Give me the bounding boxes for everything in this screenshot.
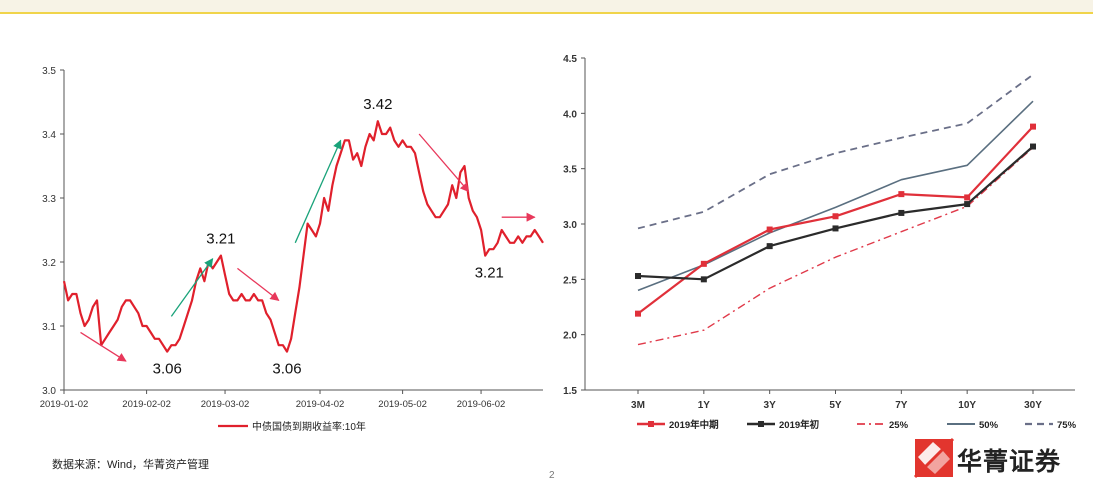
yield-10y-chart: 3.0 3.1 3.2 3.3 3.4 3.5 2019-01-02 2019-02-02 20…	[40, 66, 544, 433]
x-tick-label: 3M	[631, 400, 645, 411]
x-tick-label: 2019-02-02	[122, 399, 171, 410]
legend-label: 75%	[1057, 420, 1077, 431]
y-tick-label: 3.1	[42, 322, 56, 333]
data-point	[700, 260, 707, 267]
series-line-10y	[62, 120, 544, 353]
x-tick-label: 5Y	[829, 400, 842, 411]
y-tick-label: 3.5	[563, 165, 577, 176]
y-tick-label: 3.2	[42, 258, 56, 269]
series-line-4	[637, 100, 1034, 292]
data-point	[832, 225, 839, 232]
x-tick-label: 3Y	[764, 400, 777, 411]
brand-logo: 华菁证券	[913, 437, 1063, 479]
data-point	[635, 310, 641, 317]
data-label: 3.42	[363, 96, 392, 113]
data-point	[964, 201, 971, 208]
data-label: 3.21	[475, 265, 504, 282]
y-tick-label: 3.0	[563, 220, 577, 231]
x-tick-label: 2019-03-02	[201, 399, 250, 410]
x-tick-label: 30Y	[1024, 400, 1042, 411]
page-number: 2	[549, 470, 555, 481]
header-band	[0, 0, 1093, 12]
trend-arrow	[170, 258, 214, 317]
y-tick-label: 2.0	[563, 331, 577, 342]
data-point	[700, 276, 707, 283]
data-label: 3.06	[153, 361, 182, 378]
yield-curve-chart: 1.5 2.0 2.5 3.0 3.5 4.0 4.5 3M 1Y 3Y 5Y 7Y 10Y 30Y 201…	[563, 54, 1077, 431]
series-line-5	[637, 73, 1034, 230]
x-tick-label: 7Y	[895, 400, 908, 411]
trend-arrow	[80, 331, 127, 362]
y-tick-label: 3.3	[42, 194, 56, 205]
legend-label: 2019年初	[779, 419, 819, 431]
series-line-3	[637, 147, 1034, 346]
x-tick-label: 1Y	[698, 400, 711, 411]
source-note: 数据来源：Wind，华菁资产管理	[52, 459, 210, 471]
x-tick-label: 2019-01-02	[40, 399, 89, 410]
data-point	[832, 213, 839, 220]
logo-text: 华菁证券	[957, 448, 1062, 476]
y-tick-label: 3.0	[42, 386, 56, 397]
series-line-1	[637, 125, 1034, 315]
y-tick-label: 4.0	[563, 109, 577, 120]
data-point	[766, 243, 773, 250]
x-tick-label: 2019-04-02	[296, 399, 345, 410]
x-tick-label: 10Y	[958, 400, 976, 411]
data-label: 3.06	[272, 361, 301, 378]
data-point	[766, 226, 773, 233]
y-tick-label: 3.5	[42, 66, 56, 77]
data-point	[898, 209, 905, 216]
legend-label: 50%	[979, 420, 999, 431]
trend-arrow	[294, 139, 342, 244]
trend-arrow	[237, 267, 280, 301]
x-tick-label: 2019-06-02	[457, 399, 506, 410]
data-point	[635, 273, 641, 280]
legend-label: 25%	[889, 420, 909, 431]
data-point	[1030, 123, 1036, 130]
y-tick-label: 2.5	[563, 275, 577, 286]
logo-mark-icon	[913, 437, 955, 479]
legend-label: 中债国债到期收益率:10年	[252, 420, 366, 433]
y-tick-label: 4.5	[563, 54, 577, 65]
header-rule	[0, 12, 1093, 14]
legend-marker	[648, 421, 654, 427]
legend-marker	[758, 421, 764, 427]
x-tick-label: 2019-05-02	[378, 399, 427, 410]
data-point	[898, 191, 905, 198]
legend-label: 2019年中期	[669, 419, 719, 431]
y-tick-label: 1.5	[563, 386, 577, 397]
data-point	[964, 194, 971, 201]
trend-arrow	[418, 133, 470, 193]
data-point	[1030, 143, 1036, 150]
y-tick-label: 3.4	[42, 130, 56, 141]
data-label: 3.21	[206, 231, 235, 248]
